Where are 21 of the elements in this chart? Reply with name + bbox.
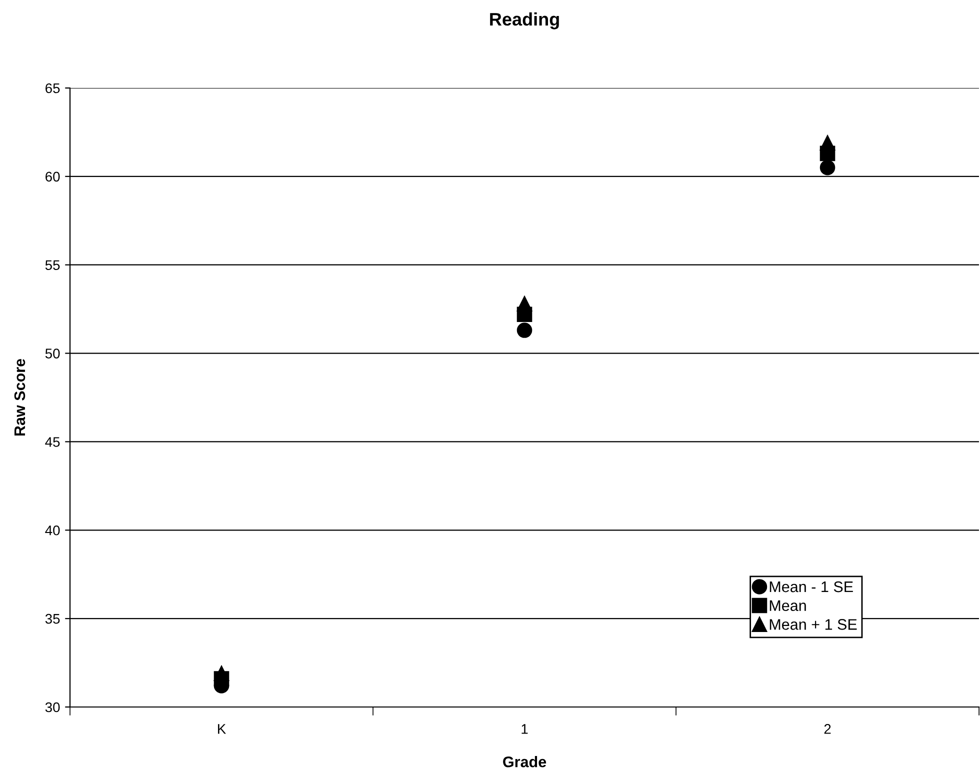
y-tick-label: 60 — [46, 172, 60, 182]
y-tick-label: 50 — [45, 348, 60, 358]
legend-label: Mean — [770, 600, 806, 612]
y-tick-label: 30 — [45, 702, 60, 712]
legend-label: Mean - 1 SE — [770, 581, 853, 592]
point — [516, 322, 532, 338]
point — [820, 160, 836, 176]
y-tick-label: 40 — [45, 525, 60, 536]
y-tick-label: 55 — [45, 260, 60, 270]
x-axis-title: Grade — [503, 756, 546, 768]
point — [516, 306, 532, 322]
x-tick-label: K — [218, 724, 226, 734]
y-tick-label: 45 — [45, 437, 60, 447]
x-tick-label: 1 — [522, 724, 528, 734]
chart-title: Reading — [490, 12, 559, 30]
y-tick-label: 35 — [45, 614, 60, 624]
y-axis-title: Raw Score — [14, 358, 26, 436]
x-tick-label: 2 — [824, 724, 831, 734]
point — [820, 146, 836, 162]
y-tick-label: 65 — [46, 83, 60, 94]
legend-label: Mean + 1 SE — [770, 619, 857, 630]
